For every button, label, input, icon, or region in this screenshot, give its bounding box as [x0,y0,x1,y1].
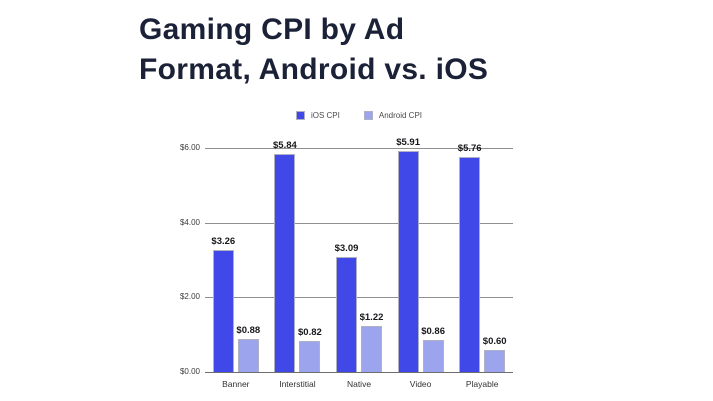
legend-label: iOS CPI [310,110,340,120]
y-tick-label: $0.00 [179,367,200,376]
value-label-ios-cpi-playable: $5.76 [457,142,482,154]
bar-ios-cpi-playable [459,156,481,372]
chart-legend: iOS CPI Android CPI [205,107,513,123]
gridline [205,222,513,224]
value-label-ios-cpi-native: $3.09 [334,242,359,254]
legend-item-ios-cpi: iOS CPI [295,110,340,120]
legend-swatch-android-cpi [363,110,373,120]
x-tick-label-banner: Banner [222,379,250,389]
legend-swatch-ios-cpi [295,110,305,120]
legend-item-android-cpi: Android CPI [363,110,423,120]
value-label-android-cpi-native: $1.22 [359,312,384,324]
x-tick-label-playable: Playable [465,379,499,389]
x-axis-line [205,372,513,373]
value-label-android-cpi-interstitial: $0.82 [298,327,322,339]
bar-ios-cpi-native [336,256,357,372]
value-label-ios-cpi-banner: $3.26 [211,236,236,248]
bar-android-cpi-playable [484,349,506,372]
gridline [205,297,513,299]
value-label-android-cpi-video: $0.86 [421,325,445,337]
x-tick-label-video: Video [409,379,432,389]
bar-ios-cpi-video [397,151,419,372]
chart-title: Gaming CPI by Ad Format, Android vs. iOS [139,13,489,86]
bar-android-cpi-video [422,339,444,372]
x-tick-label-native: Native [346,379,372,389]
y-tick-label: $4.00 [179,217,200,227]
plot-area: $0.00 $2.00 $4.00 $6.00 $3.26 $0.88 Banner $5.8… [180,137,513,389]
value-label-android-cpi-playable: $0.60 [482,335,507,347]
bar-android-cpi-banner [237,339,259,372]
bar-android-cpi-native [361,326,382,372]
y-tick-label: $2.00 [179,292,200,302]
value-label-android-cpi-banner: $0.88 [236,325,261,337]
legend-label: Android CPI [378,110,423,120]
bar-ios-cpi-interstitial [274,153,296,372]
bar-android-cpi-interstitial [299,341,321,372]
value-label-ios-cpi-video: $5.91 [396,137,420,149]
bar-ios-cpi-banner [212,250,234,372]
gridline [205,148,513,149]
y-tick-label: $6.00 [179,143,200,152]
cpi-bar-chart: iOS CPI Android CPI $0.00 $2.00 $4.00 $6.00 $… [170,103,515,398]
x-tick-label-interstitial: Interstitial [279,379,316,389]
value-label-ios-cpi-interstitial: $5.84 [273,139,297,151]
